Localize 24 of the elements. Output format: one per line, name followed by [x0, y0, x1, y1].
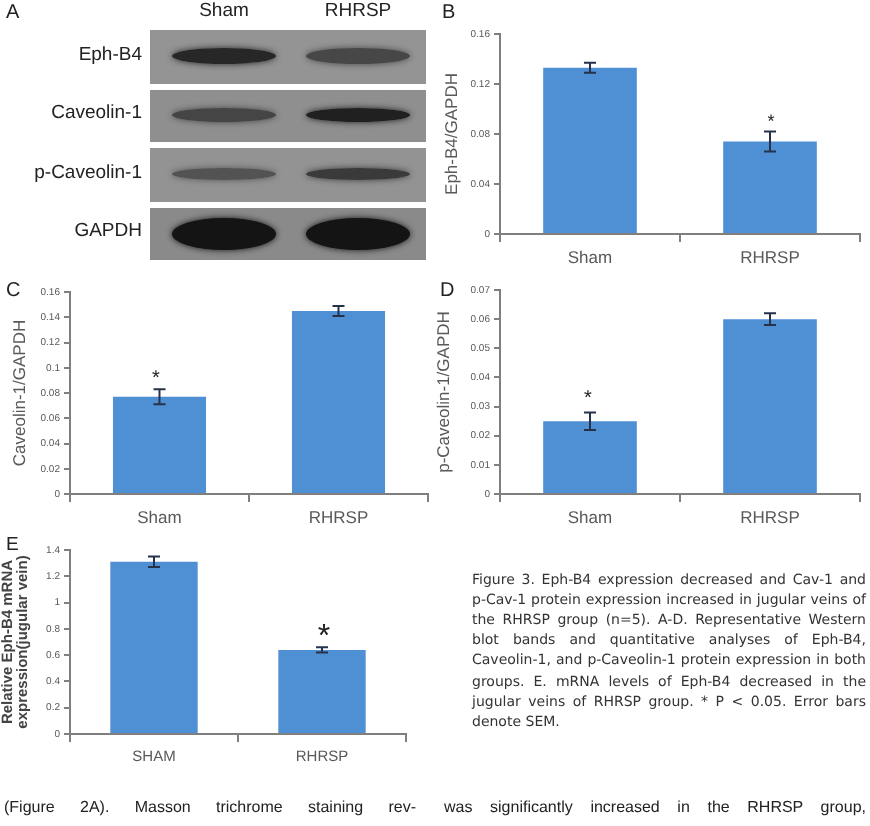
category-label: GAPDH: [74, 220, 142, 243]
chart-title: E: [6, 534, 19, 556]
annotation: *: [317, 619, 331, 654]
text: (Figure 2A). Masson trichrome staining rev-: [4, 798, 416, 818]
y-axis-title: p-Caveolin-1/GAPDH: [433, 311, 454, 473]
chart-title: B: [442, 2, 456, 24]
y-axis-title: Eph-B4/GAPDH: [441, 73, 462, 195]
chart-title: D: [440, 280, 455, 302]
category-label: RHRSP: [322, 0, 394, 23]
x-tick-label: Sham: [567, 506, 613, 527]
annotation: *: [584, 387, 593, 410]
category-label: Sham: [197, 0, 251, 23]
x-tick-label: RHRSP: [308, 506, 369, 527]
x-tick-label: RHRSP: [740, 506, 801, 527]
annotation: *: [767, 110, 776, 131]
y-axis-title: Caveolin-1/GAPDH: [9, 319, 30, 467]
text: was significantly increased in the RHRSP group,: [444, 798, 866, 818]
x-tick-label: Sham: [137, 506, 182, 527]
text: A: [6, 2, 20, 24]
category-label: p-Caveolin-1: [34, 161, 142, 184]
category-label: Caveolin-1: [51, 102, 142, 125]
category-label: Eph-B4: [78, 43, 142, 66]
annotation: *: [152, 367, 161, 390]
chart-title: C: [6, 280, 21, 302]
